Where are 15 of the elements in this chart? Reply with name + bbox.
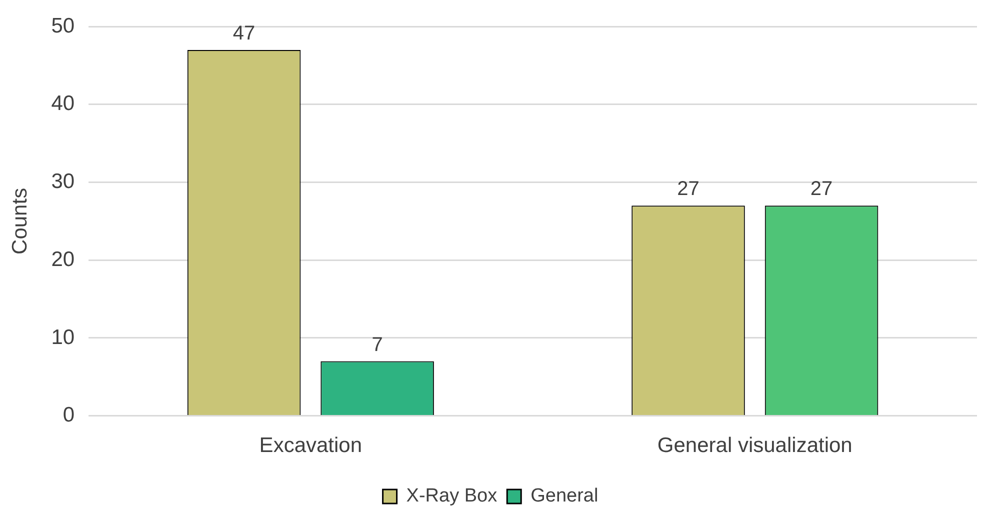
y-tick-label: 50 (51, 14, 75, 38)
data-label: 47 (232, 22, 256, 44)
legend-label: X-Ray Box (406, 486, 498, 507)
y-axis-title: Counts (8, 188, 32, 254)
legend-label: General (530, 486, 598, 507)
y-tick-label: 0 (62, 404, 75, 427)
y-tick-label: 10 (51, 326, 75, 349)
data-label: 27 (810, 178, 833, 200)
x-tick-label: Excavation (259, 434, 362, 458)
data-label: 7 (372, 334, 383, 356)
x-tick-label: General visualization (657, 434, 852, 458)
y-tick-label: 20 (51, 248, 75, 271)
y-tick-label: 40 (51, 92, 75, 116)
data-label: 27 (677, 178, 700, 200)
y-tick-label: 30 (51, 170, 75, 194)
